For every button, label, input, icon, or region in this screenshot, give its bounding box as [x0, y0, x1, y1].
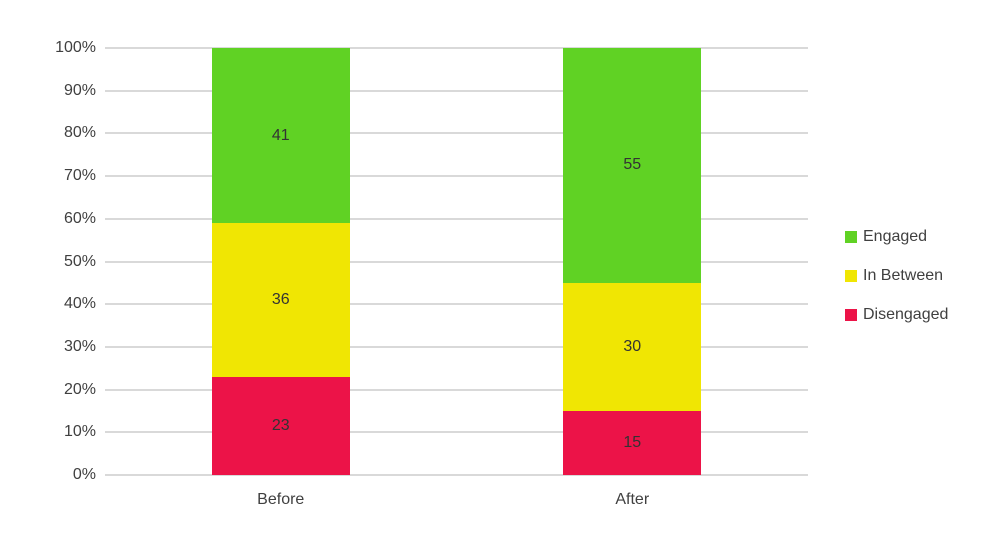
segment-engaged-after: 55 [563, 48, 702, 283]
segment-disengaged-before: 23 [211, 376, 350, 475]
data-label-in-between-after: 30 [623, 337, 642, 355]
plot-area: 41 36 23 55 30 15 [105, 47, 808, 476]
data-label-engaged-before: 41 [271, 126, 290, 144]
y-tick-label-90: 90% [63, 81, 96, 99]
x-tick-label-before: Before [257, 491, 305, 508]
data-label-in-between-before: 36 [271, 290, 290, 308]
y-tick-label-30: 30% [63, 337, 96, 355]
y-tick-label-100: 100% [55, 39, 96, 56]
data-label-disengaged-before: 23 [271, 416, 290, 434]
segment-engaged-before: 41 [211, 48, 350, 224]
y-tick-label-60: 60% [63, 209, 96, 227]
segment-in-between-before: 36 [211, 223, 350, 377]
bar-before: 41 36 23 [211, 48, 350, 475]
legend-swatch-icon-disengaged [845, 309, 857, 321]
segment-in-between-after: 30 [563, 282, 702, 411]
gridline-10 [105, 431, 808, 434]
bar-after: 55 30 15 [563, 48, 702, 475]
legend-item-engaged: Engaged [845, 228, 948, 246]
y-tick-label-70: 70% [63, 167, 96, 185]
x-tick-label-after: After [615, 491, 650, 508]
x-axis: Before After [105, 475, 808, 520]
y-tick-label-0: 0% [72, 466, 96, 483]
gridline-90 [105, 89, 808, 92]
segment-disengaged-after: 15 [563, 410, 702, 475]
gridline-70 [105, 175, 808, 178]
gridline-50 [105, 260, 808, 263]
y-tick-label-50: 50% [63, 252, 96, 270]
legend-swatch-icon-engaged [845, 231, 857, 243]
gridline-60 [105, 217, 808, 220]
gridline-100 [105, 47, 808, 49]
legend-label-disengaged: Disengaged [863, 306, 949, 323]
legend-item-in-between: In Between [845, 267, 948, 285]
gridline-30 [105, 345, 808, 348]
data-label-disengaged-after: 15 [623, 433, 642, 451]
legend-item-disengaged: Disengaged [845, 306, 948, 324]
legend-label-in-between: In Between [863, 267, 944, 284]
gridline-40 [105, 303, 808, 306]
y-tick-label-80: 80% [63, 124, 96, 142]
y-tick-label-40: 40% [63, 295, 96, 313]
gridline-80 [105, 132, 808, 135]
legend-label-engaged: Engaged [863, 228, 928, 245]
y-axis: 0% 10% 20% 30% 40% 50% 60% 70% 80% 90% 100% [0, 39, 96, 483]
legend: Engaged In Between Disengaged [845, 228, 948, 345]
gridline-0 [105, 474, 808, 476]
legend-swatch-icon-in-between [845, 270, 857, 282]
gridline-20 [105, 388, 808, 391]
y-tick-label-20: 20% [63, 380, 96, 398]
data-label-engaged-after: 55 [623, 156, 642, 174]
y-tick-label-10: 10% [63, 423, 96, 441]
